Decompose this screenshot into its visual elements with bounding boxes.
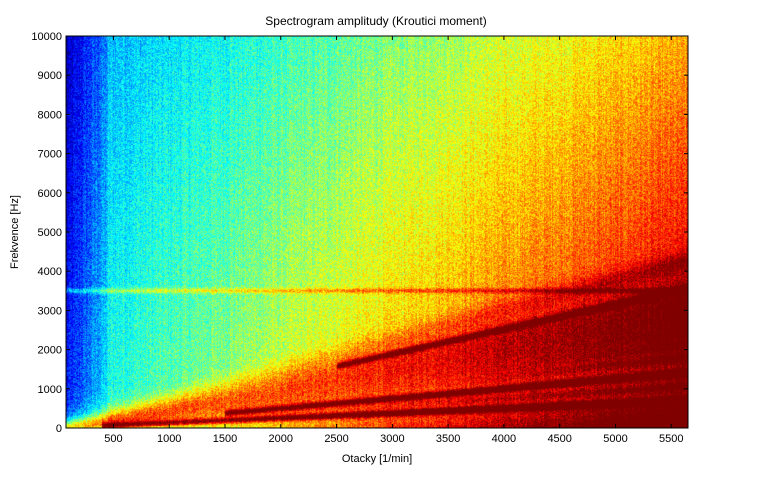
- x-tick-label: 1000: [157, 433, 181, 445]
- x-tick-label: 2500: [324, 433, 348, 445]
- x-tick-label: 3000: [380, 433, 404, 445]
- chart-title: Spectrogram amplitudy (Kroutici moment): [265, 14, 486, 28]
- y-tick-label: 4000: [38, 266, 62, 278]
- y-tick-label: 0: [56, 423, 62, 435]
- y-tick-label: 1000: [38, 384, 62, 396]
- spectrogram-heatmap: [66, 36, 688, 428]
- x-tick-label: 5500: [659, 433, 683, 445]
- y-tick-label: 5000: [38, 227, 62, 239]
- x-tick-label: 500: [104, 433, 122, 445]
- y-tick-label: 3000: [38, 305, 62, 317]
- y-tick-label: 9000: [38, 70, 62, 82]
- x-tick-label: 5000: [603, 433, 627, 445]
- x-tick-label: 1500: [213, 433, 237, 445]
- y-axis-label: Frekvence [Hz]: [9, 195, 21, 269]
- y-tick-label: 2000: [38, 345, 62, 357]
- y-tick-label: 10000: [31, 31, 62, 43]
- x-axis: 500 1000 1500 2000 2500 3000 3500 4000 4500 5000 5…: [104, 36, 684, 445]
- y-tick-label: 6000: [38, 188, 62, 200]
- x-tick-label: 4000: [492, 433, 516, 445]
- x-tick-label: 3500: [436, 433, 460, 445]
- plot-area: [65, 35, 689, 429]
- x-tick-label: 2000: [269, 433, 293, 445]
- y-tick-label: 7000: [38, 149, 62, 161]
- y-tick-label: 8000: [38, 109, 62, 121]
- x-axis-label: Otacky [1/min]: [342, 453, 412, 465]
- x-tick-label: 4500: [547, 433, 571, 445]
- y-axis: 0 1000 2000 3000 4000 5000 6000 7000 8000 9000 100…: [31, 31, 688, 435]
